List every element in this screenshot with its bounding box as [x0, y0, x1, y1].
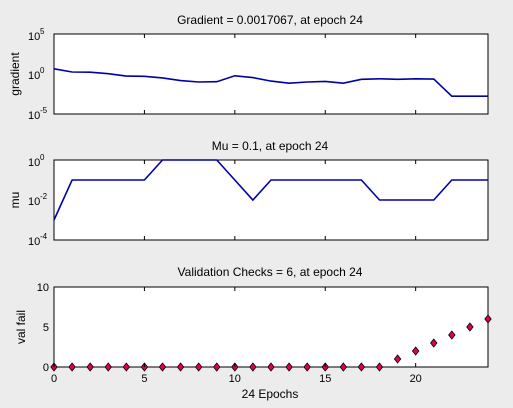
validation-markers [50, 314, 492, 372]
validation-point [158, 362, 167, 372]
gradient-ytick-mid-base: 10 [28, 70, 40, 82]
validation-point [375, 362, 384, 372]
validation-point [176, 362, 185, 372]
mu-series-line [53, 159, 488, 221]
mu-ytick-mid-base: 10 [28, 196, 40, 208]
gradient-ylabel: gradient [8, 52, 22, 96]
gradient-ytick-top-base: 10 [28, 31, 40, 43]
mu-ytick-top: 10 0 [28, 153, 45, 169]
validation-x-ticks: 0 5 10 15 20 [51, 373, 422, 385]
validation-point [466, 322, 474, 332]
validation-point [213, 362, 221, 372]
validation-point [194, 362, 203, 372]
validation-panel: Validation Checks = 6, at epoch 24 val f… [14, 265, 492, 401]
validation-point [303, 362, 311, 372]
validation-point [484, 314, 492, 324]
validation-point [285, 362, 293, 372]
gradient-series-line [53, 68, 488, 97]
panel-0-tick-marks [53, 34, 417, 114]
validation-title: Validation Checks = 6, at epoch 24 [178, 265, 363, 279]
validation-xtick-15: 15 [319, 373, 331, 385]
mu-ytick-bottom-exp: -4 [40, 232, 48, 241]
mu-ytick-mid-exp: -2 [40, 192, 48, 201]
validation-ytick-5: 5 [43, 322, 49, 334]
validation-xtick-20: 20 [410, 373, 422, 385]
gradient-ytick-top: 10 5 [28, 27, 45, 43]
validation-point [68, 362, 76, 372]
validation-xtick-10: 10 [229, 373, 241, 385]
mu-ytick-mid: 10 -2 [28, 192, 48, 208]
gradient-axes [53, 33, 489, 115]
gradient-ytick-mid-exp: 0 [40, 66, 45, 75]
validation-ylabel: val fail [14, 310, 28, 344]
mu-ytick-bottom-base: 10 [28, 236, 40, 248]
validation-xtick-5: 5 [141, 373, 147, 385]
validation-xtick-0: 0 [51, 373, 57, 385]
validation-point [448, 330, 456, 340]
mu-panel: Mu = 0.1, at epoch 24 mu 10 0 10 -2 10 -… [8, 139, 489, 248]
mu-title: Mu = 0.1, at epoch 24 [212, 139, 329, 153]
validation-point [411, 346, 420, 356]
gradient-panel: Gradient = 0.0017067, at epoch 24 gradie… [8, 13, 489, 122]
validation-point [104, 362, 112, 372]
validation-point [122, 362, 131, 372]
panel-1-tick-marks [53, 160, 417, 240]
validation-point [339, 362, 348, 372]
mu-ytick-top-exp: 0 [40, 153, 45, 162]
validation-point [86, 362, 94, 372]
gradient-ytick-top-exp: 5 [40, 27, 45, 36]
validation-axes [53, 286, 489, 368]
panel-2-tick-marks [53, 287, 417, 367]
mu-ylabel: mu [8, 192, 22, 209]
validation-point [249, 362, 257, 372]
gradient-ytick-bottom-exp: -5 [40, 106, 48, 115]
gradient-title: Gradient = 0.0017067, at epoch 24 [177, 13, 363, 27]
gradient-ytick-bottom-base: 10 [28, 110, 40, 122]
gradient-ytick-mid: 10 0 [28, 66, 45, 82]
validation-point [357, 362, 366, 372]
validation-point [267, 362, 275, 372]
validation-ytick-10: 10 [37, 282, 49, 294]
mu-ytick-top-base: 10 [28, 157, 40, 169]
validation-point [430, 338, 438, 348]
validation-xlabel: 24 Epochs [242, 387, 299, 401]
validation-point [393, 354, 402, 364]
validation-ytick-0: 0 [43, 362, 49, 374]
gradient-ytick-bottom: 10 -5 [28, 106, 48, 122]
mu-ytick-bottom: 10 -4 [28, 232, 48, 248]
